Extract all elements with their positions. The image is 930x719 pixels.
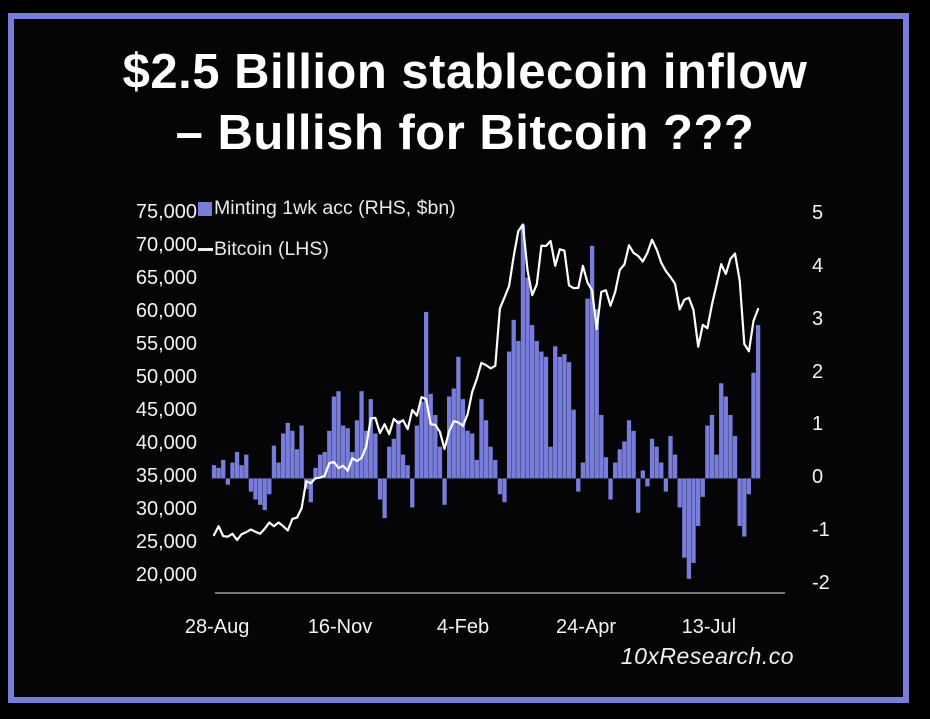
x-axis-tick: 28-Aug — [184, 616, 250, 638]
watermark: 10xResearch.co — [620, 643, 794, 669]
left-axis-tick: 40,000 — [135, 432, 197, 454]
right-axis-tick: -2 — [812, 571, 830, 594]
left-axis-tick: 45,000 — [135, 399, 197, 421]
title-line-2: – Bullish for Bitcoin ??? — [175, 106, 755, 160]
right-axis-tick: 0 — [812, 466, 824, 489]
chart-legend: Minting 1wk acc (RHS, $bn) Bitcoin (LHS) — [198, 195, 456, 277]
x-axis-tick: 13-Jul — [681, 616, 737, 638]
x-axis-tick: 4-Feb — [436, 616, 490, 638]
right-axis-tick: 3 — [812, 307, 824, 330]
title-line-1: $2.5 Billion stablecoin inflow — [122, 45, 808, 99]
x-axis-tick: 16-Nov — [307, 616, 373, 638]
legend-item-minting: Minting 1wk acc (RHS, $bn) — [198, 195, 456, 222]
left-axis-tick: 65,000 — [135, 267, 197, 289]
right-axis-tick: 5 — [812, 202, 824, 224]
left-axis-tick: 35,000 — [135, 465, 197, 487]
minting-series-square-icon — [198, 201, 212, 216]
left-axis-tick: 20,000 — [135, 564, 197, 586]
right-axis-tick: 2 — [812, 360, 824, 383]
page-title: $2.5 Billion stablecoin inflow – Bullish… — [0, 42, 930, 164]
x-axis-tick: 24-Apr — [555, 616, 617, 638]
left-axis-tick: 50,000 — [135, 366, 197, 388]
left-axis-tick: 25,000 — [135, 531, 197, 553]
left-axis-tick: 60,000 — [135, 300, 197, 322]
left-axis-tick: 70,000 — [135, 234, 197, 256]
right-axis-tick: 4 — [812, 254, 824, 277]
left-axis-tick: 75,000 — [135, 201, 197, 223]
legend-item-bitcoin: Bitcoin (LHS) — [198, 236, 456, 263]
legend-label-bitcoin: Bitcoin (LHS) — [214, 238, 329, 260]
left-axis-tick: 55,000 — [135, 333, 197, 355]
legend-label-minting: Minting 1wk acc (RHS, $bn) — [214, 197, 456, 219]
bitcoin-series-dash-icon — [198, 248, 213, 251]
right-axis-tick: -1 — [812, 519, 830, 542]
left-axis-tick: 30,000 — [135, 498, 197, 520]
right-axis-tick: 1 — [812, 413, 824, 436]
